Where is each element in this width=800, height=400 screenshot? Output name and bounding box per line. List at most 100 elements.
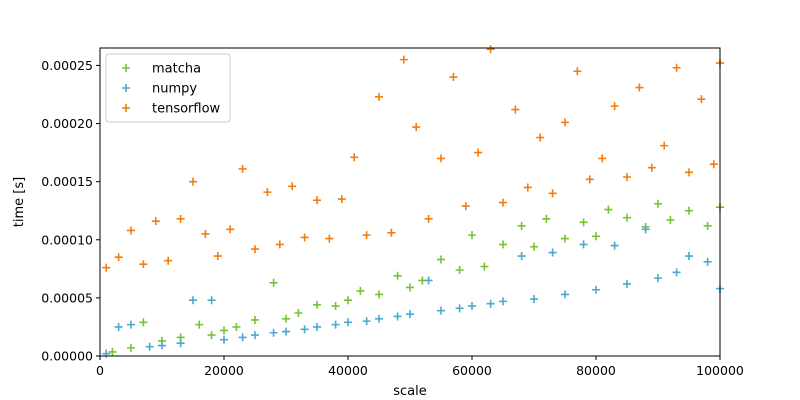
- point-numpy: [579, 240, 588, 249]
- point-numpy: [592, 285, 600, 294]
- legend: matcha numpy tensorflow: [105, 53, 231, 123]
- point-matcha: [220, 326, 228, 335]
- point-matcha: [139, 318, 148, 327]
- point-tensorflow: [350, 153, 359, 162]
- point-matcha: [592, 232, 600, 241]
- point-matcha: [108, 347, 117, 356]
- point-numpy: [610, 241, 619, 250]
- point-numpy: [468, 302, 476, 311]
- x-tick-label: 20000: [204, 363, 244, 378]
- point-tensorflow: [585, 175, 594, 184]
- legend-label-numpy: numpy: [152, 82, 197, 97]
- point-matcha: [269, 278, 278, 287]
- point-tensorflow: [523, 183, 532, 192]
- point-tensorflow: [536, 133, 545, 142]
- point-numpy: [486, 299, 495, 308]
- point-tensorflow: [610, 102, 619, 111]
- point-numpy: [672, 268, 681, 277]
- point-numpy: [238, 333, 247, 342]
- point-tensorflow: [424, 214, 433, 223]
- point-matcha: [127, 343, 135, 352]
- point-matcha: [331, 302, 340, 311]
- data-marks: [102, 45, 724, 358]
- y-tick-label: 0.00025: [41, 58, 93, 73]
- x-tick-label: 60000: [452, 363, 492, 378]
- point-numpy: [300, 325, 309, 334]
- point-tensorflow: [511, 105, 520, 114]
- point-tensorflow: [189, 177, 197, 186]
- point-numpy: [548, 248, 557, 257]
- point-tensorflow: [151, 217, 160, 226]
- point-tensorflow: [474, 148, 483, 157]
- legend-marker-matcha: [122, 64, 130, 72]
- point-tensorflow: [561, 118, 569, 127]
- point-tensorflow: [647, 163, 656, 172]
- legend-item-matcha: matcha: [122, 62, 201, 77]
- y-axis: 0.00000 0.00005 0.00010 0.00015 0.00020 0.000…: [41, 58, 100, 364]
- legend-box: [105, 53, 231, 123]
- point-tensorflow: [461, 202, 470, 211]
- point-matcha: [685, 206, 693, 215]
- point-tensorflow: [449, 73, 458, 82]
- point-tensorflow: [486, 45, 495, 54]
- point-matcha: [356, 286, 365, 295]
- point-matcha: [294, 308, 303, 317]
- point-tensorflow: [387, 228, 396, 237]
- y-tick-label: 0.00000: [41, 349, 93, 364]
- y-tick-label: 0.00005: [41, 290, 93, 305]
- point-numpy: [654, 274, 662, 283]
- point-tensorflow: [685, 168, 693, 177]
- point-tensorflow: [226, 225, 235, 234]
- point-tensorflow: [238, 164, 247, 173]
- point-matcha: [604, 205, 613, 214]
- point-numpy: [189, 296, 197, 305]
- legend-marker-tensorflow: [122, 104, 130, 112]
- series-matcha: [108, 199, 724, 356]
- point-tensorflow: [251, 245, 259, 254]
- point-numpy: [393, 312, 402, 321]
- point-tensorflow: [709, 160, 718, 169]
- point-numpy: [362, 317, 371, 326]
- point-matcha: [313, 300, 321, 309]
- point-tensorflow: [102, 263, 111, 272]
- point-numpy: [251, 331, 259, 340]
- point-numpy: [207, 296, 216, 305]
- point-tensorflow: [375, 92, 383, 101]
- legend-item-tensorflow: tensorflow: [122, 102, 221, 117]
- point-tensorflow: [337, 195, 346, 204]
- point-numpy: [499, 297, 507, 306]
- x-axis-label: scale: [393, 384, 427, 399]
- legend-label-matcha: matcha: [152, 62, 201, 77]
- point-tensorflow: [300, 233, 309, 242]
- point-matcha: [517, 221, 526, 230]
- point-numpy: [127, 320, 135, 329]
- point-matcha: [406, 283, 414, 292]
- point-tensorflow: [201, 229, 210, 238]
- point-matcha: [468, 231, 476, 240]
- point-tensorflow: [412, 123, 421, 132]
- point-tensorflow: [176, 214, 185, 223]
- point-matcha: [375, 290, 383, 299]
- point-numpy: [176, 339, 185, 348]
- point-numpy: [282, 327, 290, 336]
- point-numpy: [623, 279, 631, 288]
- y-tick-label: 0.00010: [41, 232, 93, 247]
- point-matcha: [561, 234, 569, 243]
- point-matcha: [654, 199, 662, 208]
- point-tensorflow: [598, 154, 607, 163]
- point-matcha: [703, 221, 712, 230]
- point-tensorflow: [313, 196, 321, 205]
- point-numpy: [517, 252, 526, 261]
- point-tensorflow: [213, 252, 222, 261]
- point-numpy: [145, 342, 154, 351]
- x-tick-label: 40000: [328, 363, 368, 378]
- point-matcha: [480, 262, 489, 271]
- point-numpy: [455, 304, 464, 313]
- x-tick-label: 0: [96, 363, 104, 378]
- point-tensorflow: [114, 253, 123, 262]
- point-numpy: [561, 290, 569, 299]
- point-tensorflow: [275, 240, 284, 249]
- point-numpy: [641, 225, 650, 234]
- point-numpy: [269, 328, 278, 337]
